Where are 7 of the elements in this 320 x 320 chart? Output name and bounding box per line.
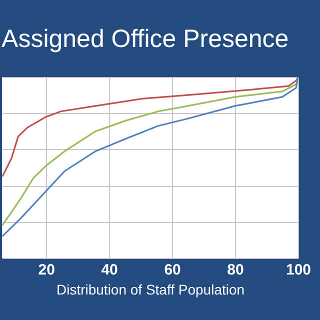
x-tick-label: 40 — [101, 262, 118, 278]
x-tick-label: 80 — [227, 262, 244, 278]
x-tick-label: 20 — [38, 262, 55, 278]
x-axis-title: Distribution of Staff Population — [56, 282, 245, 298]
x-tick-label: 100 — [286, 262, 312, 278]
chart-title: Assigned Office Presence — [2, 25, 289, 54]
x-tick-label: 60 — [164, 262, 181, 278]
